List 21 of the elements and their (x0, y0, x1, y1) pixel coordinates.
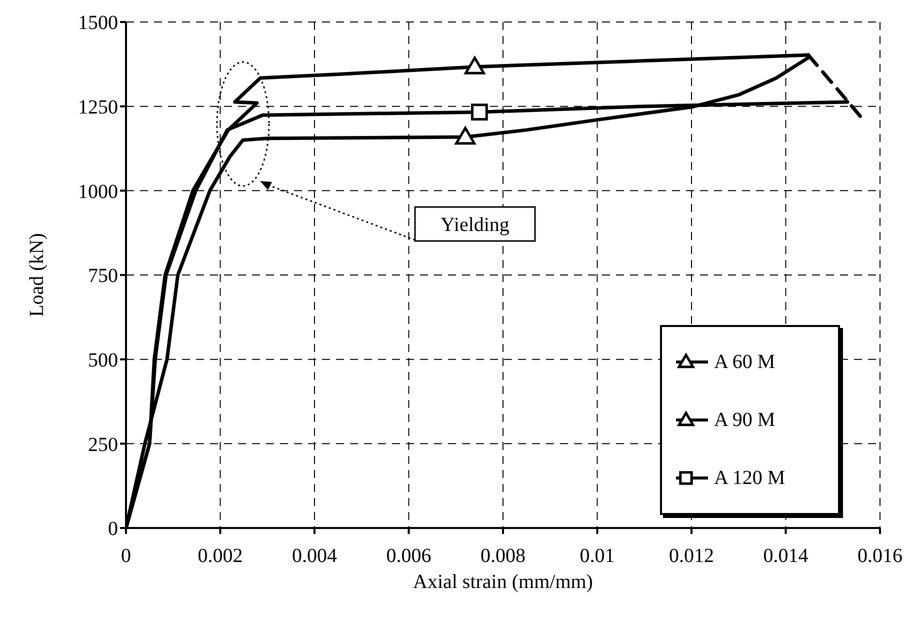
x-tick-label: 0.01 (580, 545, 615, 568)
y-tick-label: 250 (88, 434, 118, 456)
x-tick-label: 0.012 (669, 545, 714, 568)
x-tick-label: 0.008 (480, 545, 526, 568)
x-axis-title: Axial strain (mm/mm) (413, 571, 593, 593)
x-tick-label: 0.006 (386, 545, 432, 568)
legend-label: A 120 M (714, 466, 786, 490)
x-tick-label: 0.014 (763, 545, 808, 568)
x-tick-label: 0.004 (292, 545, 337, 568)
y-tick-label: 1000 (78, 180, 118, 203)
x-tick-label: 0.002 (198, 545, 243, 568)
y-tick-label: 1250 (78, 96, 118, 118)
y-axis-title: Load (kN) (26, 233, 48, 317)
y-tick-label: 500 (88, 349, 118, 372)
legend-label: A 60 M (714, 350, 776, 374)
legend-label: A 90 M (714, 408, 776, 432)
y-tick-label: 750 (88, 265, 118, 288)
x-tick-label: 0.016 (858, 545, 902, 568)
y-tick-label: 1500 (78, 12, 118, 34)
y-tick-label: 0 (108, 518, 118, 540)
annotation: Yielding (440, 214, 510, 236)
